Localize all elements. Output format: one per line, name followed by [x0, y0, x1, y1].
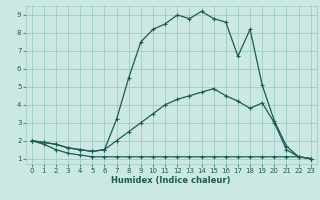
X-axis label: Humidex (Indice chaleur): Humidex (Indice chaleur)	[111, 176, 231, 185]
